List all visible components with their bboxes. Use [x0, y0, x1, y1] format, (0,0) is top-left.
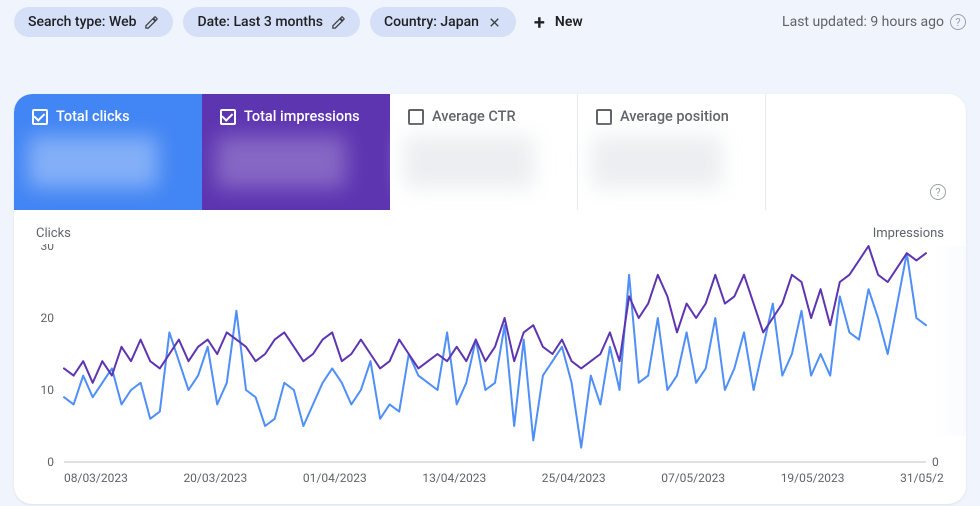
pencil-icon	[331, 15, 346, 30]
svg-text:01/04/2023: 01/04/2023	[303, 471, 367, 485]
help-icon[interactable]: ?	[950, 14, 966, 30]
metric-tabs: Total clicks Total impressions Average C…	[14, 94, 966, 210]
last-updated-label: Last updated: 9 hours ago	[782, 14, 944, 30]
new-label: New	[555, 14, 583, 30]
tab-total-impressions[interactable]: Total impressions	[202, 94, 390, 210]
y-axis-right-title: Impressions	[873, 226, 944, 241]
svg-text:0: 0	[932, 455, 939, 469]
chip-label: Country: Japan	[384, 14, 479, 30]
right-edge-fade	[932, 246, 966, 436]
new-filter-button[interactable]: + New	[526, 6, 591, 38]
metric-value-redacted	[28, 136, 158, 188]
chip-date[interactable]: Date: Last 3 months	[183, 7, 360, 37]
tab-label: Total impressions	[244, 108, 360, 125]
svg-text:07/05/2023: 07/05/2023	[661, 471, 725, 485]
chip-label: Date: Last 3 months	[197, 14, 323, 30]
tab-total-clicks[interactable]: Total clicks	[14, 94, 202, 210]
checkbox-icon	[220, 109, 236, 125]
plus-icon: +	[534, 12, 545, 32]
checkbox-icon	[32, 109, 48, 125]
checkbox-icon	[596, 109, 612, 125]
svg-text:13/04/2023: 13/04/2023	[422, 471, 486, 485]
help-icon: ?	[930, 184, 946, 200]
svg-text:0: 0	[47, 455, 54, 469]
chip-search-type[interactable]: Search type: Web	[14, 7, 173, 37]
pencil-icon	[144, 15, 159, 30]
close-icon[interactable]	[487, 15, 502, 30]
svg-text:20/03/2023: 20/03/2023	[183, 471, 247, 485]
performance-card: Total clicks Total impressions Average C…	[14, 94, 966, 504]
svg-text:30: 30	[41, 244, 55, 253]
svg-text:08/03/2023: 08/03/2023	[64, 471, 128, 485]
performance-chart: Clicks Impressions 0 10 20 30 0 08/03/2023 20/…	[36, 226, 944, 490]
tab-label: Total clicks	[56, 108, 130, 125]
chip-label: Search type: Web	[28, 14, 136, 30]
tab-average-position[interactable]: Average position	[578, 94, 766, 210]
chart-help-button[interactable]: ?	[918, 184, 958, 200]
metric-value-redacted	[592, 136, 722, 188]
metric-value-redacted	[404, 136, 534, 188]
svg-text:19/05/2023: 19/05/2023	[781, 471, 845, 485]
tab-label: Average CTR	[432, 108, 516, 125]
tab-average-ctr[interactable]: Average CTR	[390, 94, 578, 210]
checkbox-icon	[408, 109, 424, 125]
filter-bar: Search type: Web Date: Last 3 months Cou…	[0, 0, 980, 44]
svg-text:20: 20	[41, 311, 55, 325]
chip-country[interactable]: Country: Japan	[370, 7, 516, 37]
svg-text:25/04/2023: 25/04/2023	[542, 471, 606, 485]
svg-text:10: 10	[41, 383, 55, 397]
last-updated: Last updated: 9 hours ago ?	[782, 14, 966, 30]
chart-svg: 0 10 20 30 0 08/03/2023 20/03/2023 01/04/2023 13…	[36, 244, 944, 490]
y-axis-left-title: Clicks	[36, 226, 71, 241]
svg-text:31/05/2023: 31/05/2023	[900, 471, 944, 485]
tab-label: Average position	[620, 108, 729, 125]
metric-value-redacted	[216, 136, 346, 188]
